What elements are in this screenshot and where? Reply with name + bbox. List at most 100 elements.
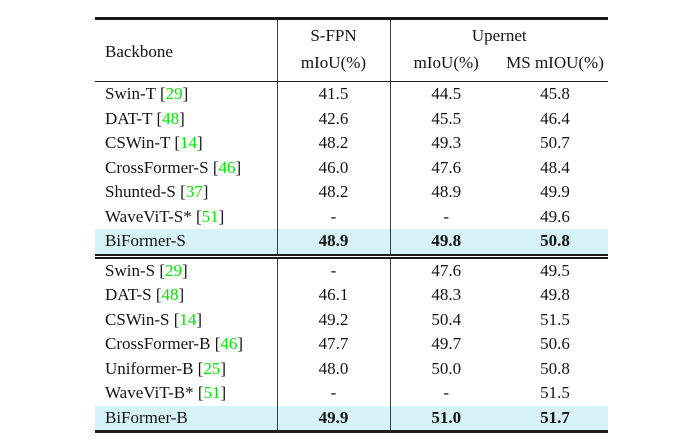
backbone-cell: DAT-S [48] (95, 283, 277, 308)
upernet-ms-miou-cell: 49.9 (540, 182, 570, 201)
citation-number: 48 (162, 108, 180, 128)
backbone-name: Shunted-S (105, 182, 176, 201)
upernet-miou-cell: 50.0 (389, 356, 502, 381)
citation-number: 14 (179, 309, 197, 329)
upernet-ms-miou-header: MS mIOU(%) (502, 49, 609, 82)
citation-bracket: ] (179, 108, 185, 128)
table-row: CSWin-S [14] 49.2 50.4 51.5 (95, 307, 608, 333)
citation-bracket: ] (218, 206, 225, 226)
sfpn-miou-cell: 48.2 (276, 180, 390, 205)
table-row: DAT-T [48] 42.6 45.5 46.4 (95, 106, 608, 132)
sfpn-miou-cell: - (276, 204, 390, 229)
table-row: DAT-S [48] 46.1 48.3 49.8 (95, 283, 608, 308)
upernet-miou-header: mIoU(%) (389, 49, 502, 82)
sfpn-miou-cell: 48.2 (276, 131, 390, 156)
citation-bracket: [ (175, 182, 186, 201)
sfpn-miou-cell: 46.0 (276, 155, 390, 180)
citation-bracket: ] (202, 182, 209, 201)
backbone-column-header: Backbone (95, 18, 277, 82)
table-row: BiFormer-B 49.9 51.0 51.7 (95, 405, 609, 432)
backbone-cell: CrossFormer-B [46] (95, 332, 277, 357)
upernet-ms-miou-cell: 50.8 (502, 229, 609, 256)
upernet-ms-miou-cell: 49.6 (540, 206, 570, 226)
table-header: Backbone S-FPN Upernet mIoU(%) mIoU(%) M… (95, 18, 609, 82)
citation-bracket: [ (155, 84, 166, 103)
citation-bracket: ] (235, 157, 242, 177)
citation-number: 25 (203, 358, 221, 378)
sfpn-group-header: S-FPN (276, 18, 390, 49)
backbone-name: Swin-T (105, 84, 156, 103)
citation-bracket: ] (220, 358, 227, 378)
backbone-cell: BiFormer-B (95, 405, 277, 432)
backbone-name: CSWin-T (105, 133, 171, 152)
upernet-miou-cell: 44.5 (389, 81, 502, 107)
citation-number: 48 (161, 285, 179, 304)
header-row-groups: Backbone S-FPN Upernet (95, 18, 609, 82)
upernet-miou-cell: 49.3 (389, 131, 502, 156)
table-row: Shunted-S [37] 48.2 48.9 49.9 (95, 180, 608, 205)
backbone-cell: CSWin-S [14] (95, 308, 277, 333)
upernet-miou-cell: 48.3 (389, 283, 502, 308)
sfpn-miou-cell: - (276, 253, 390, 283)
sfpn-miou-cell: 46.1 (276, 283, 390, 308)
table-section-small-models: Swin-T [29] 41.5 44.5 45.8 DAT-T [48] 42.6 45.… (95, 81, 609, 256)
backbone-cell: Swin-S [29] (95, 253, 277, 283)
citation-bracket: [ (191, 206, 202, 226)
sfpn-miou-cell: 49.2 (276, 307, 390, 332)
sfpn-miou-cell: 49.9 (276, 405, 390, 432)
citation-number: 29 (165, 84, 183, 103)
backbone-name: BiFormer-B (105, 407, 188, 427)
citation-number: 29 (165, 260, 182, 280)
citation-bracket: [ (193, 383, 204, 402)
upernet-miou-cell: 45.5 (389, 106, 502, 131)
table-row: CSWin-T [14] 48.2 49.3 50.7 (95, 131, 608, 156)
table-row: BiFormer-S 48.9 49.8 50.8 (95, 229, 609, 256)
citation-bracket: ] (182, 260, 188, 280)
backbone-name: CrossFormer-B (105, 334, 211, 353)
citation-bracket: [ (155, 260, 165, 280)
upernet-miou-cell: 47.6 (389, 253, 502, 283)
citation-bracket: [ (210, 334, 221, 353)
upernet-ms-miou-cell: 46.4 (540, 108, 570, 128)
sfpn-miou-cell: - (276, 381, 390, 406)
backbone-cell: CrossFormer-S [46] (95, 156, 277, 181)
citation-number: 51 (201, 206, 219, 226)
sfpn-miou-cell: 48.9 (276, 229, 390, 256)
header-row-metrics: mIoU(%) mIoU(%) MS mIOU(%) (95, 49, 609, 82)
upernet-miou-cell: 51.0 (389, 405, 502, 432)
upernet-miou-cell: - (389, 204, 502, 229)
upernet-ms-miou-cell: 50.6 (540, 334, 570, 353)
backbone-name: Uniformer-B (105, 358, 194, 378)
citation-bracket: [ (152, 108, 163, 128)
citation-bracket: [ (169, 309, 180, 329)
table-row: WaveViT-B* [51] - -51.5 (95, 381, 608, 406)
upernet-miou-cell: - (389, 381, 502, 406)
upernet-ms-miou-cell: 50.8 (540, 358, 570, 378)
table-section-base-models: Swin-S [29] -47.6 49.5 DAT-S [48] 46.1 48.3 49… (95, 253, 609, 432)
backbone-name: WaveViT-S* (105, 206, 192, 226)
upernet-ms-miou-cell: 45.8 (540, 84, 570, 103)
upernet-miou-cell: 49.7 (389, 332, 502, 357)
sfpn-miou-cell: 48.0 (276, 356, 390, 381)
citation-bracket: [ (170, 133, 181, 152)
backbone-cell: Swin-T [29] (95, 82, 277, 107)
table-row: Swin-T [29] 41.5 44.5 45.8 (95, 81, 608, 107)
results-table: Backbone S-FPN Upernet mIoU(%) mIoU(%) M… (95, 17, 609, 433)
backbone-cell: Shunted-S [37] (95, 180, 277, 205)
citation-number: 37 (185, 182, 203, 201)
upernet-ms-miou-cell: 51.5 (540, 309, 570, 329)
upernet-miou-cell: 48.9 (389, 180, 502, 205)
sfpn-miou-header: mIoU(%) (276, 49, 390, 82)
backbone-name: CSWin-S (105, 309, 170, 329)
upernet-ms-miou-cell: 51.5 (540, 383, 570, 402)
upernet-ms-miou-cell: 50.7 (540, 133, 570, 152)
backbone-name: DAT-S (105, 285, 152, 304)
upernet-group-header: Upernet (389, 18, 609, 49)
upernet-ms-miou-cell: 48.4 (540, 157, 570, 177)
backbone-cell: DAT-T [48] (95, 107, 277, 132)
backbone-cell: Uniformer-B [25] (95, 357, 277, 382)
citation-bracket: ] (220, 383, 227, 402)
sfpn-miou-cell: 42.6 (276, 106, 390, 131)
sfpn-miou-cell: 41.5 (276, 81, 390, 107)
